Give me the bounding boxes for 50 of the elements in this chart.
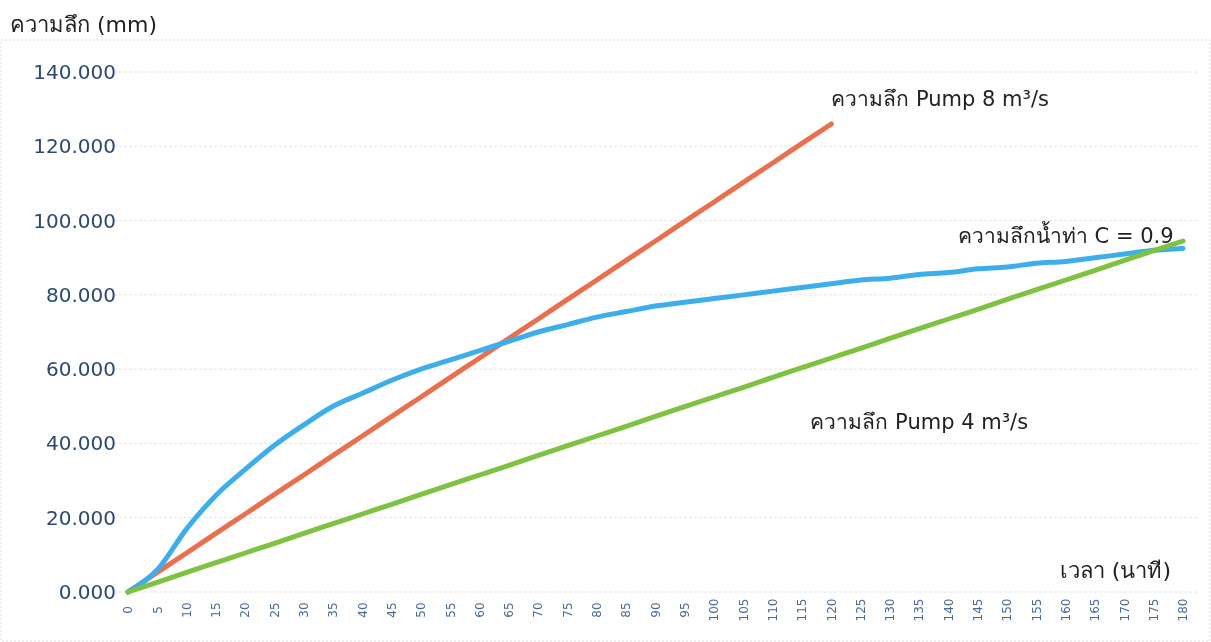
y-tick-label: 100.000 (33, 208, 116, 233)
y-tick-label: 20.000 (46, 505, 116, 530)
y-axis-title: ความลึก (mm) (10, 12, 158, 37)
x-tick-label: 80 (590, 602, 605, 618)
x-axis-title: เวลา (นาที) (1059, 558, 1171, 583)
y-tick-label: 120.000 (33, 134, 116, 159)
x-tick-label: 10 (179, 602, 194, 618)
x-tick-label: 55 (443, 602, 458, 618)
x-tick-label: 25 (267, 602, 282, 618)
series-label: ความลึก Pump 8 m³/s (831, 87, 1050, 111)
x-tick-label: 105 (736, 598, 751, 622)
x-tick-label: 155 (1029, 598, 1044, 622)
x-tick-label: 145 (971, 598, 986, 622)
x-tick-label: 160 (1058, 598, 1073, 622)
x-tick-label: 70 (531, 602, 546, 618)
x-tick-label: 180 (1176, 598, 1191, 622)
x-tick-label: 90 (648, 602, 663, 618)
x-tick-label: 50 (414, 602, 429, 618)
x-tick-label: 165 (1088, 598, 1103, 622)
x-tick-label: 150 (1000, 598, 1015, 622)
x-tick-label: 0 (121, 606, 136, 614)
x-tick-label: 15 (209, 602, 224, 618)
series-label: ความลึกน้ำท่า C = 0.9 (957, 221, 1174, 249)
text: ความลึก Pump 4 m³/s (810, 409, 1029, 434)
x-tick-label: 65 (502, 602, 517, 618)
x-tick-label: 35 (326, 602, 341, 618)
x-tick-label: 135 (912, 598, 927, 622)
x-tick-label: 75 (560, 602, 575, 618)
x-tick-label: 20 (238, 602, 253, 618)
x-tick-label: 60 (472, 602, 487, 618)
y-tick-label: 80.000 (46, 282, 116, 307)
x-tick-label: 140 (941, 598, 956, 622)
y-tick-label: 40.000 (46, 431, 116, 456)
y-tick-label: 60.000 (46, 357, 116, 382)
x-tick-label: 100 (707, 598, 722, 622)
x-tick-label: 130 (883, 598, 898, 622)
y-tick-label: 140.000 (33, 60, 116, 84)
x-tick-label: 115 (795, 598, 810, 622)
x-tick-label: 5 (150, 606, 165, 614)
y-tick-label: 0.000 (58, 580, 116, 604)
x-tick-label: 120 (824, 598, 839, 622)
x-tick-label: 95 (678, 602, 693, 618)
x-tick-label: 170 (1117, 598, 1132, 622)
x-tick-label: 40 (355, 602, 370, 618)
x-tick-label: 125 (853, 598, 868, 622)
x-tick-label: 30 (297, 602, 312, 618)
x-tick-label: 110 (765, 598, 780, 622)
x-tick-label: 175 (1146, 598, 1161, 622)
x-tick-label: 85 (619, 602, 634, 618)
x-tick-label: 45 (384, 602, 399, 618)
